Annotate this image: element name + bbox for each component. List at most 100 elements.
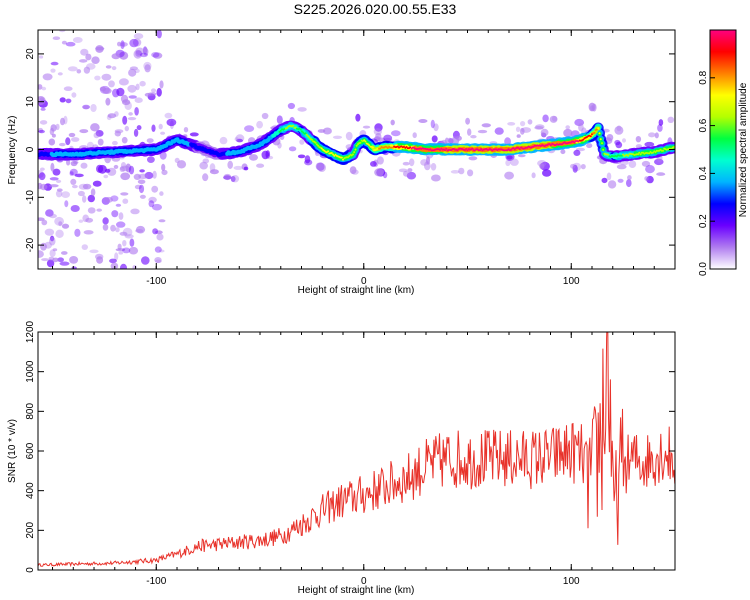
spectrogram-noise-blob — [382, 171, 388, 179]
spectrogram-ridge-cell — [471, 147, 474, 150]
spectrogram-noise-blob — [654, 158, 664, 166]
spectrogram-noise-blob — [108, 80, 115, 88]
spectrogram-noise-blob — [614, 125, 624, 135]
spectrogram-noise-blob — [573, 149, 581, 156]
spectrogram-noise-blob — [118, 78, 129, 86]
spectrogram-noise-blob — [89, 249, 99, 254]
spectrogram-noise-blob — [61, 40, 67, 45]
spectrogram-ytick-label: 20 — [25, 48, 36, 60]
spectrogram-noise-blob — [117, 243, 122, 250]
spectrogram-noise-blob — [616, 164, 627, 170]
spectrogram-noise-blob — [477, 129, 488, 134]
spectrogram-noise-blob — [49, 236, 56, 246]
snr-ytick-label: 600 — [25, 442, 36, 459]
spectrogram-noise-blob — [70, 160, 78, 167]
spectrogram-noise-blob — [156, 233, 164, 241]
spectrogram-noise-blob — [105, 65, 112, 69]
spectrogram-ridge-cell — [305, 133, 308, 136]
spectrogram-noise-blob — [402, 161, 410, 166]
spectrogram-noise-blob — [38, 96, 46, 105]
spectrogram-noise-blob — [83, 66, 91, 74]
colorbar: 0.0 0.2 0.4 0.6 0.8 Normalized spectral ampl… — [698, 29, 749, 276]
spectrogram-ridge-cell — [371, 146, 374, 149]
spectrogram-noise-blob — [74, 228, 81, 237]
spectrogram-noise-blob — [81, 244, 89, 251]
spectrogram-noise-blob — [288, 146, 297, 152]
spectrogram-noise-blob — [110, 262, 119, 269]
spectrogram-ridge-cell — [598, 132, 601, 135]
spectrogram-noise-blob — [58, 221, 63, 227]
spectrogram-noise-blob — [128, 165, 135, 175]
spectrogram-noise-blob — [227, 160, 233, 169]
spectrogram-noise-blob — [109, 258, 117, 264]
spectrogram-noise-blob — [139, 169, 145, 173]
snr-marks — [38, 332, 675, 568]
spectrogram-ytick-label: -10 — [25, 190, 36, 205]
spectrogram-noise-blob — [78, 219, 84, 223]
spectrogram-ridge-cell — [342, 158, 344, 161]
snr-ytick-label: 1200 — [25, 320, 36, 343]
spectrogram-noise-blob — [373, 128, 382, 136]
spectrogram-ridge-cell — [512, 147, 515, 150]
snr-xtick-label: 0 — [361, 576, 367, 587]
spectrogram-noise-blob — [55, 190, 63, 198]
spectrogram-noise-blob — [154, 246, 162, 253]
spectrogram-noise-blob — [233, 165, 243, 170]
spectrogram-noise-blob — [94, 75, 101, 81]
spectrogram-noise-blob — [267, 155, 274, 160]
spectrogram-noise-blob — [287, 102, 295, 110]
spectrogram-noise-blob — [128, 68, 137, 77]
spectrogram-noise-blob — [370, 161, 377, 167]
spectrogram-noise-blob — [61, 223, 70, 229]
spectrogram-noise-blob — [128, 112, 133, 116]
spectrogram-noise-blob — [128, 95, 137, 99]
spectrogram-noise-blob — [71, 137, 80, 142]
spectrogram-noise-blob — [119, 165, 130, 172]
spectrogram-noise-blob — [93, 132, 100, 139]
spectrogram-noise-blob — [79, 129, 89, 134]
spectrogram-noise-blob — [465, 117, 470, 125]
spectrogram-noise-blob — [148, 196, 157, 203]
spectrogram-ridge-cell — [279, 129, 282, 132]
spectrogram-noise-blob — [409, 158, 415, 167]
spectrogram-noise-blob — [161, 163, 166, 171]
spectrogram-noise-blob — [152, 52, 163, 59]
spectrogram-noise-blob — [127, 84, 137, 93]
spectrogram-ridge-cell — [314, 141, 317, 144]
spectrogram-ridge-cell — [405, 146, 408, 148]
spectrogram-noise-blob — [68, 132, 76, 138]
spectrogram-ridge-cell — [593, 131, 596, 134]
spectrogram-noise-blob — [656, 172, 666, 176]
spectrogram-noise-blob — [124, 125, 129, 132]
spectrogram-ytick-label: 10 — [25, 96, 36, 108]
spectrogram-ridge-cell — [403, 145, 405, 148]
spectrogram-noise-blob — [570, 163, 576, 169]
spectrogram-ridge-cell — [607, 153, 610, 156]
spectrogram-noise-blob — [52, 36, 61, 40]
spectrogram-ridge-cell — [549, 144, 552, 147]
spectrogram-ridge-cell — [352, 153, 354, 156]
spectrogram-noise-blob — [467, 169, 474, 177]
spectrogram-noise-blob — [82, 195, 87, 203]
spectrogram-noise-blob — [50, 61, 59, 66]
spectrogram-ridge-cell — [307, 135, 310, 138]
spectrogram-noise-blob — [542, 169, 552, 177]
spectrogram-noise-blob — [82, 105, 90, 110]
chart-title: S225.2026.020.00.55.E33 — [293, 1, 457, 17]
spectrogram-ridge-cell — [506, 149, 509, 152]
spectrogram-noise-blob — [56, 188, 63, 192]
spectrogram-noise-blob — [59, 261, 70, 266]
spectrogram-noise-blob — [403, 170, 410, 177]
spectrogram-noise-blob — [85, 217, 94, 223]
spectrogram-noise-blob — [50, 124, 57, 132]
spectrogram-noise-blob — [644, 141, 655, 147]
spectrogram-noise-blob — [41, 219, 48, 226]
spectrogram-ridge-cell — [622, 153, 625, 156]
spectrogram-noise-blob — [67, 66, 78, 72]
colorbar-tick-label: 0.6 — [698, 118, 709, 132]
spectrogram-noise-blob — [116, 87, 125, 97]
spectrogram-noise-blob — [134, 107, 139, 116]
spectrogram-noise-blob — [113, 164, 119, 169]
